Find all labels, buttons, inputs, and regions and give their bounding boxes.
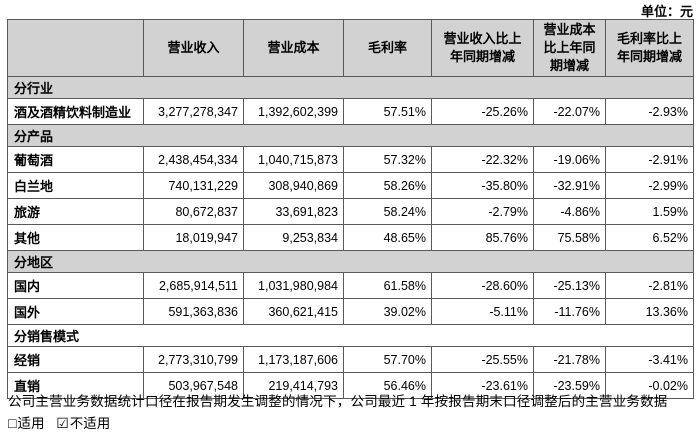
- section-by-industry: 分行业: [7, 76, 694, 99]
- cell-revenue-yoy: -25.26%: [431, 98, 534, 125]
- section-label: 分地区: [7, 250, 694, 273]
- cell-cost: 33,691,823: [243, 198, 344, 225]
- cell-label: 其他: [7, 224, 144, 251]
- cell-gross-margin: 39.02%: [343, 298, 432, 325]
- section-label: 分销售模式: [7, 324, 694, 347]
- row-region-overseas: 国外 591,363,836 360,621,415 39.02% -5.11%…: [7, 298, 694, 325]
- row-product-tourism: 旅游 80,672,837 33,691,823 58.24% -2.79% -…: [7, 198, 694, 225]
- cell-margin-yoy: -2.91%: [605, 146, 694, 173]
- applicable-option: □适用: [8, 415, 45, 431]
- row-region-domestic: 国内 2,685,914,511 1,031,980,984 61.58% -2…: [7, 272, 694, 299]
- cell-revenue-yoy: -25.55%: [431, 346, 534, 373]
- row-product-wine: 葡萄酒 2,438,454,334 1,040,715,873 57.32% -…: [7, 146, 694, 173]
- cell-margin-yoy: -2.93%: [605, 98, 694, 125]
- unit-label: 单位：元: [640, 4, 693, 19]
- cell-label: 白兰地: [7, 172, 144, 199]
- cell-gross-margin: 57.70%: [343, 346, 432, 373]
- corner-cell: [7, 19, 144, 77]
- row-channel-direct: 直销 503,967,548 219,414,793 56.46% -23.61…: [7, 372, 694, 399]
- col-header-revenue: 营业收入: [143, 19, 244, 77]
- main-business-table: 营业收入 营业成本 毛利率 营业收入比上 年同期增减 营业成本 比上年同 期增减…: [7, 19, 694, 399]
- cell-gross-margin: 57.51%: [343, 98, 432, 125]
- cell-cost: 308,940,869: [243, 172, 344, 199]
- cell-margin-yoy: 6.52%: [605, 224, 694, 251]
- cell-revenue-yoy: -35.80%: [431, 172, 534, 199]
- not-applicable-label: 不适用: [69, 416, 111, 431]
- col-header-revenue-yoy: 营业收入比上 年同期增减: [431, 19, 534, 77]
- cell-gross-margin: 56.46%: [343, 372, 432, 399]
- cell-gross-margin: 57.32%: [343, 146, 432, 173]
- cell-margin-yoy: -0.02%: [605, 372, 694, 399]
- col-header-margin-yoy: 毛利率比上 年同期增减: [605, 19, 694, 77]
- cell-revenue-yoy: 85.76%: [431, 224, 534, 251]
- cell-cost-yoy: -4.86%: [533, 198, 606, 225]
- cell-label: 国内: [7, 272, 144, 299]
- cell-label: 旅游: [7, 198, 144, 225]
- cell-cost-yoy: -21.78%: [533, 346, 606, 373]
- cell-cost-yoy: 75.58%: [533, 224, 606, 251]
- cell-cost: 1,040,715,873: [243, 146, 344, 173]
- cell-label: 国外: [7, 298, 144, 325]
- footnote: 公司主营业务数据统计口径在报告期发生调整的情况下，公司最近 1 年按报告期末口径…: [8, 394, 668, 409]
- cell-margin-yoy: -3.41%: [605, 346, 694, 373]
- applicable-label: 适用: [17, 416, 45, 431]
- cell-cost-yoy: -11.76%: [533, 298, 606, 325]
- cell-gross-margin: 61.58%: [343, 272, 432, 299]
- cell-revenue-yoy: -2.79%: [431, 198, 534, 225]
- checkbox-checked-icon: ☑: [56, 415, 69, 431]
- section-by-region: 分地区: [7, 250, 694, 273]
- cell-revenue: 591,363,836: [143, 298, 244, 325]
- cell-cost: 1,031,980,984: [243, 272, 344, 299]
- cell-revenue: 80,672,837: [143, 198, 244, 225]
- cell-cost-yoy: -19.06%: [533, 146, 606, 173]
- section-label: 分行业: [7, 76, 694, 99]
- cell-margin-yoy: 1.59%: [605, 198, 694, 225]
- cell-margin-yoy: 13.36%: [605, 298, 694, 325]
- cell-cost: 1,173,187,606: [243, 346, 344, 373]
- row-channel-distribution: 经销 2,773,310,799 1,173,187,606 57.70% -2…: [7, 346, 694, 373]
- cell-revenue: 2,685,914,511: [143, 272, 244, 299]
- cell-gross-margin: 58.24%: [343, 198, 432, 225]
- cell-gross-margin: 58.26%: [343, 172, 432, 199]
- cell-revenue: 503,967,548: [143, 372, 244, 399]
- cell-margin-yoy: -2.81%: [605, 272, 694, 299]
- row-product-other: 其他 18,019,947 9,253,834 48.65% 85.76% 75…: [7, 224, 694, 251]
- cell-margin-yoy: -2.99%: [605, 172, 694, 199]
- cell-label: 葡萄酒: [7, 146, 144, 173]
- cell-cost-yoy: -32.91%: [533, 172, 606, 199]
- section-by-sales-model: 分销售模式: [7, 324, 694, 347]
- col-header-cost: 营业成本: [243, 19, 344, 77]
- section-by-product: 分产品: [7, 124, 694, 147]
- section-label: 分产品: [7, 124, 694, 147]
- cell-label: 直销: [7, 372, 144, 399]
- header-row: 营业收入 营业成本 毛利率 营业收入比上 年同期增减 营业成本 比上年同 期增减…: [7, 19, 694, 77]
- applicability-options: □适用 ☑不适用: [8, 412, 118, 432]
- cell-label: 酒及酒精饮料制造业: [7, 98, 144, 125]
- col-header-cost-yoy: 营业成本 比上年同 期增减: [533, 19, 606, 77]
- col-header-gross-margin: 毛利率: [343, 19, 432, 77]
- cell-gross-margin: 48.65%: [343, 224, 432, 251]
- cell-cost: 1,392,602,399: [243, 98, 344, 125]
- not-applicable-option: ☑不适用: [56, 415, 111, 431]
- cell-revenue-yoy: -22.32%: [431, 146, 534, 173]
- checkbox-unchecked-icon: □: [8, 415, 17, 431]
- cell-revenue: 18,019,947: [143, 224, 244, 251]
- cell-revenue: 740,131,229: [143, 172, 244, 199]
- row-industry-liquor: 酒及酒精饮料制造业 3,277,278,347 1,392,602,399 57…: [7, 98, 694, 125]
- cell-cost: 360,621,415: [243, 298, 344, 325]
- cell-revenue-yoy: -5.11%: [431, 298, 534, 325]
- cell-cost-yoy: -22.07%: [533, 98, 606, 125]
- cell-revenue-yoy: -28.60%: [431, 272, 534, 299]
- cell-revenue: 3,277,278,347: [143, 98, 244, 125]
- cell-revenue: 2,438,454,334: [143, 146, 244, 173]
- cell-cost: 9,253,834: [243, 224, 344, 251]
- cell-cost-yoy: -25.13%: [533, 272, 606, 299]
- cell-revenue: 2,773,310,799: [143, 346, 244, 373]
- cell-label: 经销: [7, 346, 144, 373]
- row-product-brandy: 白兰地 740,131,229 308,940,869 58.26% -35.8…: [7, 172, 694, 199]
